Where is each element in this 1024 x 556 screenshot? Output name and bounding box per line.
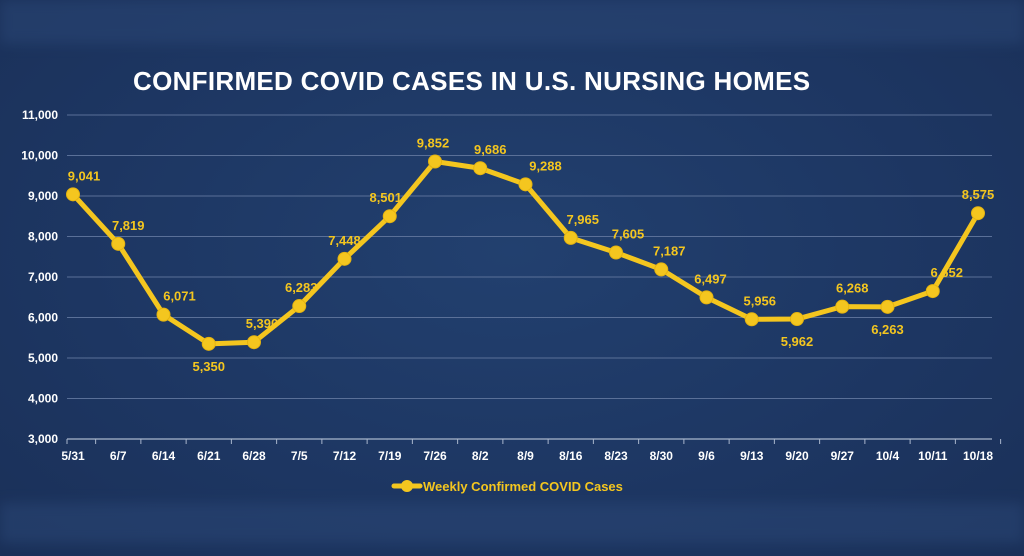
data-label: 6,263 bbox=[871, 322, 904, 337]
data-point bbox=[292, 299, 307, 314]
x-tick-label: 10/4 bbox=[876, 449, 900, 463]
data-point bbox=[654, 262, 669, 277]
data-point bbox=[563, 230, 578, 245]
data-label: 6,268 bbox=[836, 281, 869, 296]
blurred-header bbox=[0, 0, 1024, 44]
data-label: 5,962 bbox=[781, 334, 814, 349]
data-label: 6,071 bbox=[163, 289, 196, 304]
data-point bbox=[971, 206, 985, 221]
data-point bbox=[609, 245, 623, 260]
data-point bbox=[201, 336, 216, 351]
x-tick-label: 6/14 bbox=[152, 449, 176, 463]
y-tick-label: 4,000 bbox=[28, 392, 58, 406]
data-point bbox=[518, 177, 533, 192]
y-tick-label: 3,000 bbox=[28, 432, 58, 446]
y-tick-label: 6,000 bbox=[28, 311, 58, 325]
data-label: 6,497 bbox=[694, 271, 727, 286]
data-label: 8,501 bbox=[369, 190, 402, 205]
x-tick-label: 9/27 bbox=[831, 449, 855, 463]
y-tick-label: 7,000 bbox=[28, 270, 58, 284]
data-label: 7,819 bbox=[112, 218, 145, 233]
data-point bbox=[473, 161, 488, 176]
data-label: 9,852 bbox=[417, 135, 450, 150]
blurred-footer bbox=[0, 503, 1024, 543]
x-tick-label: 9/6 bbox=[698, 449, 715, 463]
x-tick-label: 8/30 bbox=[650, 449, 674, 463]
chart-title: CONFIRMED COVID CASES IN U.S. NURSING HO… bbox=[133, 66, 811, 96]
data-point bbox=[835, 299, 850, 314]
x-tick-label: 7/12 bbox=[333, 449, 357, 463]
data-label: 9,686 bbox=[474, 142, 507, 157]
data-point bbox=[337, 251, 352, 266]
data-label: 8,575 bbox=[962, 187, 995, 202]
y-tick-label: 10,000 bbox=[21, 149, 58, 163]
x-tick-label: 6/7 bbox=[110, 449, 127, 463]
legend-marker bbox=[401, 480, 413, 492]
data-point bbox=[382, 209, 397, 224]
data-label: 5,956 bbox=[743, 293, 776, 308]
data-point bbox=[880, 299, 895, 314]
x-tick-label: 8/16 bbox=[559, 449, 583, 463]
legend-label: Weekly Confirmed COVID Cases bbox=[423, 479, 623, 494]
x-tick-label: 5/31 bbox=[61, 449, 85, 463]
data-label: 5,350 bbox=[192, 359, 225, 374]
x-tick-label: 7/26 bbox=[423, 449, 447, 463]
data-point bbox=[790, 312, 804, 327]
data-point bbox=[699, 290, 714, 305]
x-tick-label: 9/13 bbox=[740, 449, 764, 463]
data-point bbox=[111, 236, 126, 251]
data-point bbox=[925, 284, 940, 299]
x-tick-label: 10/18 bbox=[963, 449, 993, 463]
x-tick-label: 10/11 bbox=[918, 449, 948, 463]
y-tick-label: 11,000 bbox=[22, 108, 58, 122]
data-point bbox=[744, 312, 759, 327]
x-tick-label: 8/23 bbox=[604, 449, 628, 463]
x-tick-label: 6/21 bbox=[197, 449, 221, 463]
data-point bbox=[66, 187, 80, 202]
y-tick-label: 9,000 bbox=[28, 189, 58, 203]
data-point bbox=[247, 335, 261, 350]
data-label: 7,187 bbox=[653, 243, 686, 258]
data-label: 7,605 bbox=[612, 226, 645, 241]
x-tick-label: 8/9 bbox=[517, 449, 534, 463]
data-label: 9,041 bbox=[68, 168, 101, 183]
data-label: 6,652 bbox=[930, 265, 963, 280]
x-tick-label: 7/5 bbox=[291, 449, 308, 463]
data-label: 5,390 bbox=[246, 316, 279, 331]
y-tick-label: 8,000 bbox=[28, 230, 58, 244]
data-label: 7,965 bbox=[566, 212, 599, 227]
x-tick-label: 8/2 bbox=[472, 449, 489, 463]
x-tick-label: 6/28 bbox=[242, 449, 266, 463]
data-point bbox=[156, 307, 171, 322]
data-label: 9,288 bbox=[529, 158, 562, 173]
data-label: 7,448 bbox=[328, 233, 361, 248]
y-tick-label: 5,000 bbox=[28, 351, 58, 365]
x-tick-label: 7/19 bbox=[378, 449, 402, 463]
data-label: 6,283 bbox=[285, 280, 318, 295]
data-point bbox=[428, 154, 442, 169]
x-tick-label: 9/20 bbox=[785, 449, 809, 463]
